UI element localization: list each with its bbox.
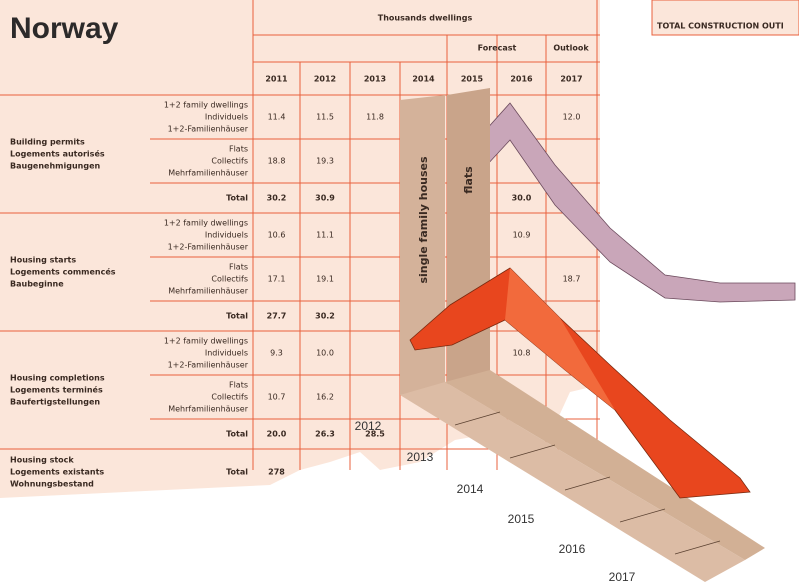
row-label: Individuels <box>205 349 248 358</box>
year-header: 2012 <box>314 75 336 84</box>
corner-box-text: TOTAL CONSTRUCTION OUTI <box>657 22 784 31</box>
row-label: Total <box>226 430 248 439</box>
corner-box <box>651 0 799 36</box>
group-label: Baubeginne <box>10 280 64 289</box>
cell: 10.0 <box>316 349 334 358</box>
floor-band <box>445 370 765 560</box>
group-label: Logements commencés <box>10 267 116 277</box>
header-forecast: Forecast <box>478 44 517 53</box>
cell: 19.1 <box>316 275 334 284</box>
header-unit: Thousands dwellings <box>378 14 473 23</box>
year-label: 2013 <box>407 450 434 464</box>
cell: 16.2 <box>316 393 334 402</box>
row-label: Individuels <box>205 113 248 122</box>
cell: 10.8 <box>513 349 531 358</box>
row-label: 1+2-Familienhäuser <box>168 125 249 134</box>
group-label: Logements autorisés <box>10 149 105 159</box>
row-label: Flats <box>229 381 248 390</box>
group-label: Housing completions <box>10 374 105 383</box>
row-label: 1+2 family dwellings <box>164 101 248 110</box>
cell: 19.3 <box>316 157 334 166</box>
flats-ribbon <box>449 102 796 303</box>
group-label: Housing stock <box>10 456 74 465</box>
cell: 11.1 <box>316 231 334 240</box>
row-label: Collectifs <box>211 275 248 284</box>
group-label: Logements terminés <box>10 385 103 395</box>
cell: 26.3 <box>315 430 335 439</box>
ribbon-face <box>505 268 615 410</box>
row-label: Mehrfamilienhäuser <box>168 169 248 178</box>
row-label: Mehrfamilienhäuser <box>168 405 248 414</box>
cell: 20.0 <box>267 430 287 439</box>
cell: 18.8 <box>268 157 286 166</box>
row-label: 1+2 family dwellings <box>164 219 248 228</box>
row-label: Total <box>226 468 248 477</box>
title: Norway <box>10 12 119 45</box>
group-label: Wohnungsbestand <box>10 480 94 489</box>
year-header: 2013 <box>364 75 386 84</box>
group-label: Baugenehmigungen <box>10 162 101 171</box>
cell: 30.0 <box>512 194 532 203</box>
cell: 12.0 <box>563 113 581 122</box>
ribbon-chart: single family houses flats 2012 2013 201… <box>355 88 796 584</box>
cell: 9.3 <box>270 349 283 358</box>
row-label: Collectifs <box>211 157 248 166</box>
floor-lines <box>454 411 721 555</box>
row-label: Flats <box>229 145 248 154</box>
year-header: 2014 <box>412 75 435 84</box>
cell: 11.4 <box>268 113 286 122</box>
cell: 28.5 <box>365 430 385 439</box>
cell: 11.8 <box>366 113 384 122</box>
row-label: Flats <box>229 263 248 272</box>
row-label: Total <box>226 312 248 321</box>
year-label: 2017 <box>609 570 636 584</box>
cell: 278 <box>268 468 285 477</box>
row-label: 1+2 family dwellings <box>164 337 248 346</box>
year-label: 2016 <box>559 542 586 556</box>
cell: 30.2 <box>315 312 335 321</box>
group-label: Baufertigstellungen <box>10 398 100 407</box>
cell: 17.1 <box>268 275 286 284</box>
row-label: Collectifs <box>211 393 248 402</box>
series-label: single family houses <box>417 156 430 284</box>
row-label: Individuels <box>205 231 248 240</box>
cell: 10.6 <box>268 231 286 240</box>
cell: 18.7 <box>563 275 581 284</box>
year-header: 2016 <box>510 75 533 84</box>
floor-band <box>400 382 745 582</box>
year-label: 2014 <box>457 482 484 496</box>
cell: 11.5 <box>316 113 334 122</box>
cell: 30.2 <box>267 194 287 203</box>
series-label: flats <box>462 166 475 194</box>
year-label: 2015 <box>508 512 535 526</box>
cell: 10.7 <box>268 393 286 402</box>
year-header: 2011 <box>265 75 288 84</box>
year-header: 2017 <box>560 75 582 84</box>
row-label: Total <box>226 194 248 203</box>
row-label: 1+2-Familienhäuser <box>168 243 249 252</box>
year-header: 2015 <box>461 75 484 84</box>
group-label: Logements existants <box>10 468 104 477</box>
header-outlook: Outlook <box>553 44 589 53</box>
row-label: 1+2-Familienhäuser <box>168 361 249 370</box>
row-label: Mehrfamilienhäuser <box>168 287 248 296</box>
cell: 30.9 <box>315 194 335 203</box>
group-label: Housing starts <box>10 256 76 265</box>
cell: 27.7 <box>267 312 287 321</box>
cell: 10.9 <box>513 231 531 240</box>
year-label: 2012 <box>355 419 382 433</box>
group-label: Building permits <box>10 138 85 147</box>
houses-ribbon <box>409 267 751 499</box>
